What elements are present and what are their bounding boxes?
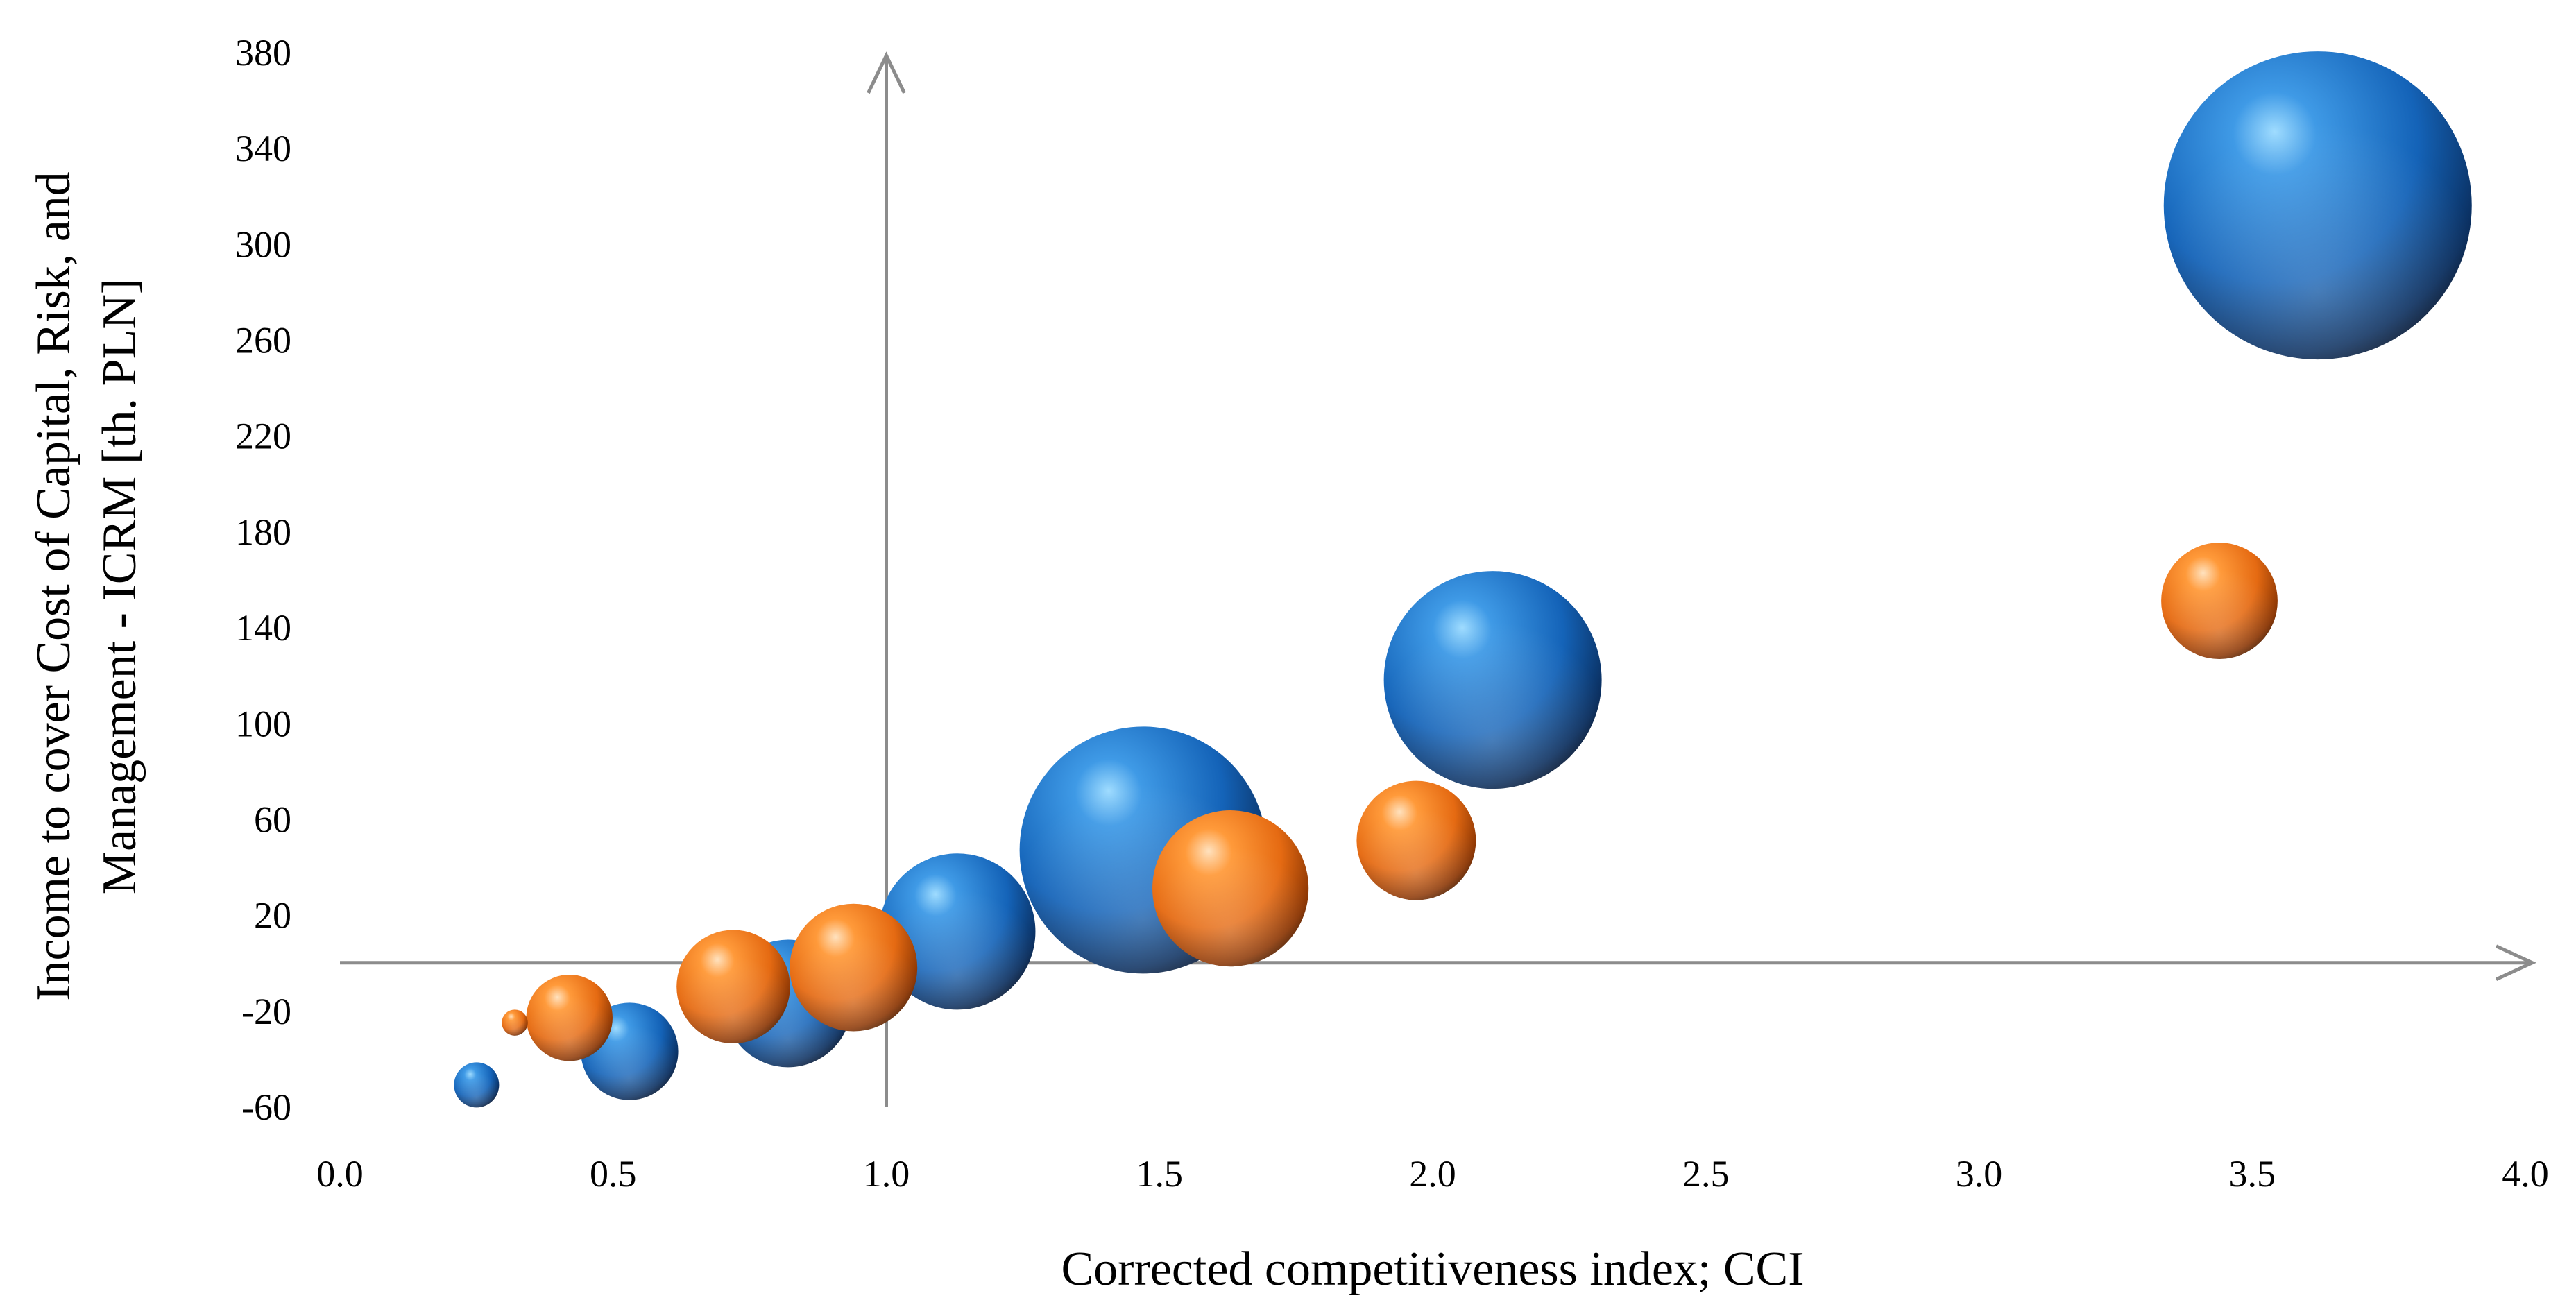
bubble-series-2-point-1 — [502, 1009, 528, 1036]
bubble-highlight — [502, 1009, 528, 1036]
bubble-series-1-point-6 — [1383, 571, 1602, 789]
x-tick-label: 0.5 — [590, 1153, 637, 1195]
x-tick-label: 3.0 — [1956, 1153, 2003, 1195]
y-tick-label: 180 — [235, 511, 291, 553]
bubble-highlight — [2163, 51, 2472, 360]
y-axis-title-line-2: Management - ICRM [th. PLN] — [93, 278, 146, 894]
bubble-series-2-point-4 — [790, 903, 918, 1032]
y-tick-label: 260 — [235, 320, 291, 361]
y-tick-label: 220 — [235, 416, 291, 457]
y-tick-label: 20 — [254, 895, 291, 937]
x-axis-title: Corrected competitiveness index; CCI — [1061, 1242, 1804, 1296]
vertical-axis-arrowhead — [867, 51, 906, 94]
bubbles-layer — [454, 51, 2472, 1108]
bubble-highlight — [526, 974, 613, 1061]
bubble-series-1-point-7 — [2163, 51, 2472, 360]
x-tick-label: 4.0 — [2502, 1153, 2549, 1195]
bubble-series-2-point-2 — [526, 974, 613, 1061]
bubble-series-2-point-3 — [676, 930, 790, 1044]
bubble-highlight — [454, 1062, 500, 1108]
bubble-highlight — [2161, 543, 2278, 659]
bubble-highlight — [879, 853, 1036, 1010]
y-axis-title-line-1: Income to cover Cost of Capital, Risk, a… — [27, 171, 80, 1001]
horizontal-axis-arrowhead — [2495, 944, 2536, 981]
x-tick-label: 0.0 — [316, 1153, 364, 1195]
y-tick-label: 60 — [254, 798, 291, 840]
x-tick-label: 3.5 — [2229, 1153, 2276, 1195]
bubble-highlight — [790, 903, 918, 1032]
y-tick-label: 340 — [235, 128, 291, 169]
y-tick-label: 380 — [235, 32, 291, 74]
bubble-series-1-point-4 — [879, 853, 1036, 1010]
bubble-highlight — [676, 930, 790, 1044]
y-tick-label: -60 — [241, 1086, 291, 1128]
y-tick-label: 100 — [235, 703, 291, 744]
x-tick-label: 2.5 — [1682, 1153, 1730, 1195]
x-tick-label: 1.5 — [1136, 1153, 1184, 1195]
x-tick-label: 2.0 — [1409, 1153, 1456, 1195]
x-tick-label: 1.0 — [863, 1153, 910, 1195]
y-tick-label: 140 — [235, 607, 291, 649]
x-axis-tick-labels: 0.0 0.5 1.0 1.5 2.0 2.5 3.0 3.5 4.0 — [316, 1153, 2549, 1195]
y-tick-label: 300 — [235, 223, 291, 265]
bubble-highlight — [1356, 780, 1476, 900]
bubble-series-2-point-7 — [2161, 543, 2278, 659]
bubble-highlight — [1383, 571, 1602, 789]
y-tick-label: -20 — [241, 991, 291, 1032]
y-axis-tick-labels: 380 340 300 260 220 180 140 100 60 20 -20 -60 — [235, 32, 291, 1128]
bubble-highlight — [1152, 810, 1309, 967]
y-axis-title: Income to cover Cost of Capital, Risk, a… — [27, 171, 146, 1001]
bubble-series-1-point-1 — [454, 1062, 500, 1108]
bubble-series-2-point-6 — [1356, 780, 1476, 900]
bubble-series-2-point-5 — [1152, 810, 1309, 967]
